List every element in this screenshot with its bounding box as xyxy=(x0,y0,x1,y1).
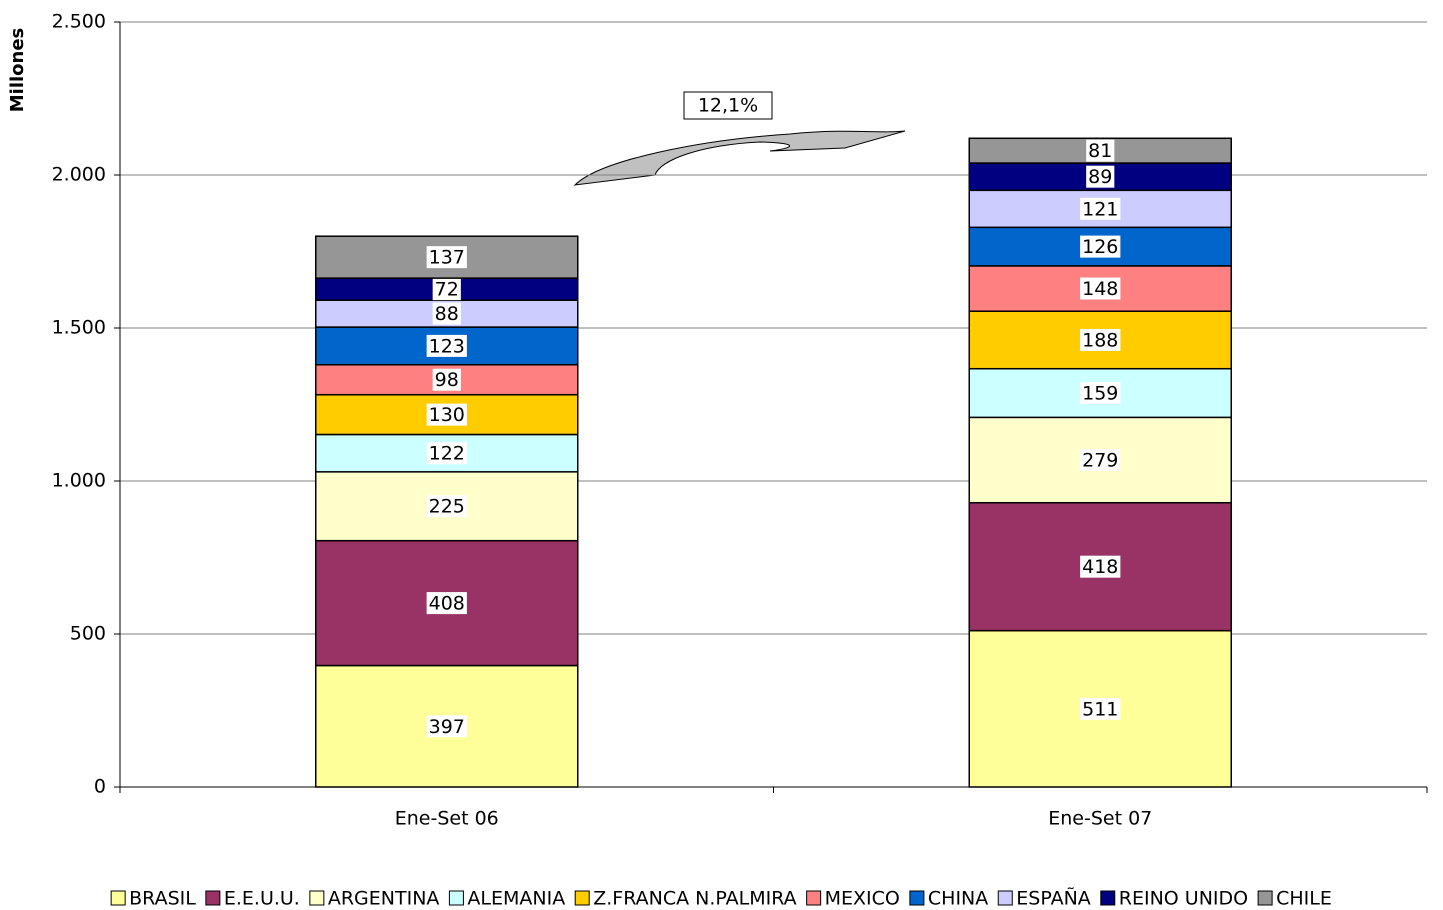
data-label: 511 xyxy=(1082,698,1118,720)
legend-label: E.E.U.U. xyxy=(224,888,300,910)
data-label: 126 xyxy=(1082,236,1118,258)
legend-label: ESPAÑA xyxy=(1016,887,1091,910)
legend-swatch xyxy=(909,890,925,906)
y-tick-label: 1.500 xyxy=(52,317,106,339)
data-label-bg xyxy=(426,246,467,269)
data-label: 188 xyxy=(1082,329,1118,351)
data-label-bg xyxy=(426,495,467,518)
data-label-bg xyxy=(432,278,461,301)
legend-label: ALEMANIA xyxy=(467,888,565,910)
data-label: 123 xyxy=(429,335,465,357)
legend-swatch xyxy=(806,890,822,906)
x-tick-label: Ene-Set 07 xyxy=(1048,808,1152,830)
legend-swatch xyxy=(309,890,325,906)
data-label: 89 xyxy=(1088,166,1112,188)
annotation: 12,1% xyxy=(698,95,758,117)
legend-label: BRASIL xyxy=(129,888,196,910)
data-label: 148 xyxy=(1082,278,1118,300)
data-label-bg xyxy=(1080,328,1121,351)
data-label: 279 xyxy=(1082,450,1118,472)
data-label-bg xyxy=(1086,139,1115,162)
legend-swatch xyxy=(574,890,590,906)
data-label: 122 xyxy=(429,443,465,465)
data-label: 98 xyxy=(435,369,459,391)
data-label-bg xyxy=(1080,277,1121,300)
data-label-bg xyxy=(426,403,467,426)
annotation-box xyxy=(683,91,773,120)
legend-swatch xyxy=(110,890,126,906)
legend-swatch xyxy=(205,890,221,906)
y-tick-label: 2.000 xyxy=(52,164,106,186)
data-label: 88 xyxy=(435,303,459,325)
data-label-bg xyxy=(1080,235,1121,258)
data-label: 130 xyxy=(429,404,465,426)
data-label-bg xyxy=(1080,382,1121,405)
legend-swatch xyxy=(997,890,1013,906)
data-label-bg xyxy=(1080,697,1121,720)
x-tick-label: Ene-Set 06 xyxy=(395,808,499,830)
data-label-bg xyxy=(432,302,461,325)
data-label-bg xyxy=(426,715,467,738)
data-label: 418 xyxy=(1082,556,1118,578)
legend-swatch xyxy=(448,890,464,906)
data-label: 408 xyxy=(429,593,465,615)
data-label: 81 xyxy=(1088,140,1112,162)
y-tick-label: 0 xyxy=(94,776,106,798)
legend-swatch xyxy=(1257,890,1273,906)
data-label: 72 xyxy=(435,279,459,301)
legend-label: CHINA xyxy=(928,888,988,910)
legend-label: REINO UNIDO xyxy=(1119,888,1248,910)
bar-segment xyxy=(315,539,579,667)
data-label: 121 xyxy=(1082,198,1118,220)
legend-swatch xyxy=(1100,890,1116,906)
legend-label: MEXICO xyxy=(825,888,900,910)
data-label: 159 xyxy=(1082,383,1118,405)
data-label-bg xyxy=(432,368,461,391)
data-label: 225 xyxy=(429,496,465,518)
data-label-bg xyxy=(426,592,467,615)
data-label-bg xyxy=(1080,449,1121,472)
legend-label: Z.FRANCA N.PALMIRA xyxy=(593,888,796,910)
legend-label: CHILE xyxy=(1276,888,1332,910)
data-label-bg xyxy=(426,334,467,357)
y-tick-label: 500 xyxy=(70,623,106,645)
data-label-bg xyxy=(1080,197,1121,220)
data-label-bg xyxy=(426,442,467,465)
data-label: 397 xyxy=(429,716,465,738)
y-tick-label: 1.000 xyxy=(52,470,106,492)
y-axis-label: Millones xyxy=(7,28,28,113)
data-label-bg xyxy=(1086,165,1115,188)
legend-label: ARGENTINA xyxy=(328,888,440,910)
y-tick-label: 2.500 xyxy=(52,11,106,33)
growth-arrow xyxy=(573,130,906,186)
data-label-bg xyxy=(1080,555,1121,578)
data-label: 137 xyxy=(429,247,465,269)
